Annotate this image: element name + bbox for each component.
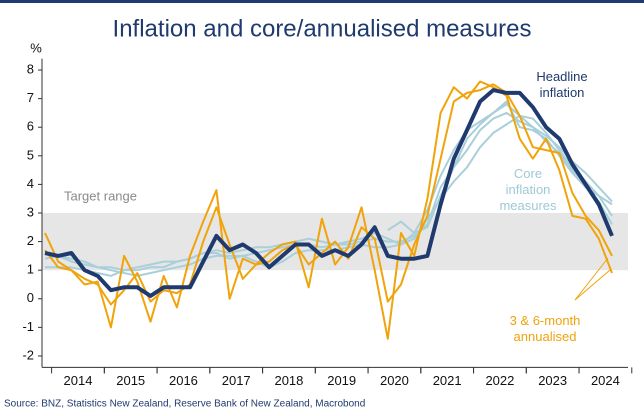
x-tick-label: 2017 xyxy=(222,373,251,388)
y-unit: % xyxy=(30,40,42,55)
x-tick-label: 2019 xyxy=(327,373,356,388)
target-label: Target range xyxy=(64,188,137,203)
y-tick-label: 4 xyxy=(27,176,34,191)
x-tick-label: 2014 xyxy=(64,373,93,388)
annotation: Headline inflation xyxy=(536,69,587,100)
annotation-line: annualised xyxy=(514,329,577,344)
y-tick-label: -2 xyxy=(22,347,34,362)
y-tick-label: -1 xyxy=(22,319,34,334)
x-tick-label: 2021 xyxy=(433,373,462,388)
pointer xyxy=(574,269,611,301)
y-tick-label: 3 xyxy=(27,204,34,219)
annotation: Core inflation measures xyxy=(499,166,557,213)
x-tick-label: 2015 xyxy=(116,373,145,388)
annotation-line: inflation xyxy=(506,182,551,197)
annotation-line: inflation xyxy=(540,85,585,100)
annotation-line: Headline xyxy=(536,69,587,84)
annotation-line: 3 & 6-month xyxy=(510,313,581,328)
series-line xyxy=(45,114,613,277)
x-tick-label: 2022 xyxy=(485,373,514,388)
y-tick-label: 0 xyxy=(27,290,34,305)
x-tick-label: 2024 xyxy=(591,373,620,388)
annotation: 3 & 6-month annualised xyxy=(510,313,581,344)
x-tick-label: 2016 xyxy=(169,373,198,388)
pointer xyxy=(574,257,609,301)
annotation-line: measures xyxy=(499,198,557,213)
x-tick-label: 2023 xyxy=(538,373,567,388)
source: Source: BNZ, Statistics New Zealand, Res… xyxy=(4,399,365,410)
y-tick-label: 5 xyxy=(27,147,34,162)
series-line xyxy=(44,83,613,306)
x-tick-label: 2020 xyxy=(380,373,409,388)
chart-title: Inflation and core/annualised measures xyxy=(113,15,532,42)
y-tick-label: 6 xyxy=(27,119,34,134)
y-tick-label: 2 xyxy=(27,233,34,248)
y-tick-label: 8 xyxy=(27,61,34,76)
top-border xyxy=(0,0,644,3)
series-line xyxy=(44,88,614,298)
y-tick-label: 7 xyxy=(27,90,34,105)
annotation-line: Core xyxy=(514,166,542,181)
y-tick-label: 1 xyxy=(27,262,34,277)
x-tick-label: 2018 xyxy=(274,373,303,388)
